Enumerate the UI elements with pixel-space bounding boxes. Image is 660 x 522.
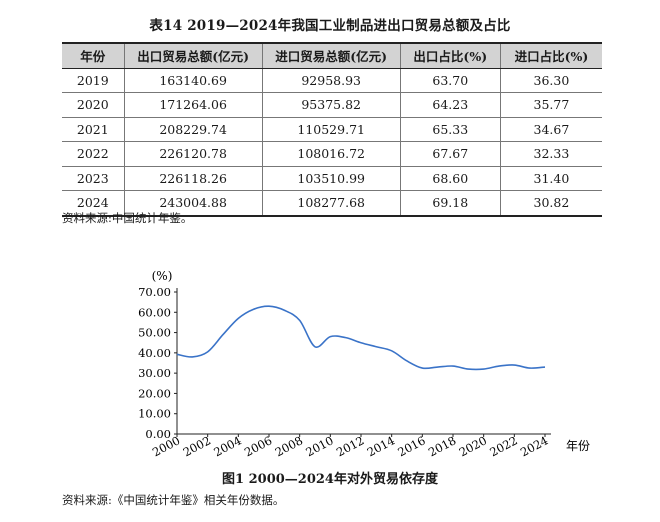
y-tick-label: 10.00 — [138, 407, 171, 421]
cell-import-share: 34.67 — [499, 117, 602, 142]
cell-export-share: 69.18 — [399, 190, 501, 217]
table-row: 2023 226118.26 103510.99 68.60 31.40 — [62, 166, 602, 191]
chart-series — [176, 305, 546, 371]
x-tick-labels: 2000200220042006200820102012201420162018… — [150, 433, 550, 459]
cell-export-total: 226120.78 — [123, 141, 263, 167]
cell-import-share: 31.40 — [499, 166, 602, 191]
header-import-total: 进口贸易总额(亿元) — [261, 42, 401, 69]
cell-export-share: 63.70 — [399, 68, 501, 93]
cell-export-share: 68.60 — [399, 166, 501, 191]
figure-source-note: 资料来源:《中国统计年鉴》相关年份数据。 — [62, 493, 285, 507]
table-row: 2021 208229.74 110529.71 65.33 34.67 — [62, 117, 602, 142]
y-tick-label: 30.00 — [138, 366, 171, 380]
chart-axes — [176, 288, 551, 435]
cell-export-total: 171264.06 — [123, 92, 263, 118]
header-year: 年份 — [62, 42, 125, 69]
trade-table: 年份 出口贸易总额(亿元) 进口贸易总额(亿元) 出口占比(%) 进口占比(%)… — [62, 42, 602, 217]
y-tick-label: 50.00 — [138, 326, 171, 340]
y-tick-label: 20.00 — [138, 386, 171, 400]
table-header-row: 年份 出口贸易总额(亿元) 进口贸易总额(亿元) 出口占比(%) 进口占比(%) — [62, 42, 602, 69]
x-tick-label: 2012 — [334, 433, 366, 459]
y-tick-labels: 0.00 10.00 20.00 30.00 40.00 50.00 60.00 70.00 — [138, 285, 177, 441]
cell-export-share: 64.23 — [399, 92, 501, 118]
table-row: 2024 243004.88 108277.68 69.18 30.82 — [62, 190, 602, 217]
cell-export-total: 208229.74 — [123, 117, 263, 142]
table-source-note: 资料来源:中国统计年鉴。 — [62, 211, 193, 225]
cell-export-share: 65.33 — [399, 117, 501, 142]
cell-import-total: 110529.71 — [261, 117, 401, 142]
y-axis-unit-label: (%) — [152, 269, 173, 283]
x-tick-label: 2020 — [457, 433, 489, 459]
figure-caption: 图1 2000—2024年对外贸易依存度 — [222, 472, 438, 487]
table-row: 2020 171264.06 95375.82 64.23 35.77 — [62, 92, 602, 118]
cell-year: 2023 — [62, 166, 125, 191]
y-tick-label: 60.00 — [138, 305, 171, 319]
header-export-total: 出口贸易总额(亿元) — [123, 42, 263, 69]
cell-year: 2022 — [62, 141, 125, 167]
cell-import-share: 35.77 — [499, 92, 602, 118]
x-tick-label: 2024 — [518, 433, 550, 459]
cell-import-total: 92958.93 — [261, 68, 401, 93]
cell-import-total: 108277.68 — [261, 190, 401, 217]
dependence-line-chart: 0.0010.0020.0030.0040.0050.0060.0070.00 … — [138, 269, 590, 459]
y-tick-label: 40.00 — [138, 346, 171, 360]
x-tick-label: 2014 — [365, 433, 397, 459]
x-tick-label: 2010 — [303, 433, 335, 459]
x-axis-label: 年份 — [566, 439, 590, 453]
cell-import-total: 103510.99 — [261, 166, 401, 191]
header-import-share: 进口占比(%) — [499, 42, 602, 69]
x-tick-label: 2008 — [273, 433, 305, 459]
x-tick-label: 2018 — [426, 433, 458, 459]
header-export-share: 出口占比(%) — [399, 42, 501, 69]
cell-import-share: 36.30 — [499, 68, 602, 93]
y-tick-label: 0.00 — [145, 427, 171, 441]
cell-export-total: 163140.69 — [123, 68, 263, 93]
x-tick-label: 2016 — [395, 433, 427, 459]
table-title: 表14 2019—2024年我国工业制品进出口贸易总额及占比 — [149, 18, 511, 34]
x-tick-label: 2006 — [242, 433, 274, 459]
table-row: 2019 163140.69 92958.93 63.70 36.30 — [62, 68, 602, 93]
table-row: 2022 226120.78 108016.72 67.67 32.33 — [62, 141, 602, 167]
cell-export-share: 67.67 — [399, 141, 501, 167]
cell-year: 2021 — [62, 117, 125, 142]
cell-export-total: 243004.88 — [123, 190, 263, 217]
cell-year: 2019 — [62, 68, 125, 93]
cell-year: 2024 — [62, 190, 125, 217]
cell-export-total: 226118.26 — [123, 166, 263, 191]
series-line — [176, 305, 546, 371]
cell-import-total: 108016.72 — [261, 141, 401, 167]
x-tick-label: 2022 — [487, 433, 519, 459]
cell-import-share: 32.33 — [499, 141, 602, 167]
cell-year: 2020 — [62, 92, 125, 118]
x-tick-label: 2004 — [211, 433, 243, 459]
x-tick-label: 2002 — [181, 433, 213, 459]
cell-import-total: 95375.82 — [261, 92, 401, 118]
cell-import-share: 30.82 — [499, 190, 602, 217]
y-tick-label: 70.00 — [138, 285, 171, 299]
